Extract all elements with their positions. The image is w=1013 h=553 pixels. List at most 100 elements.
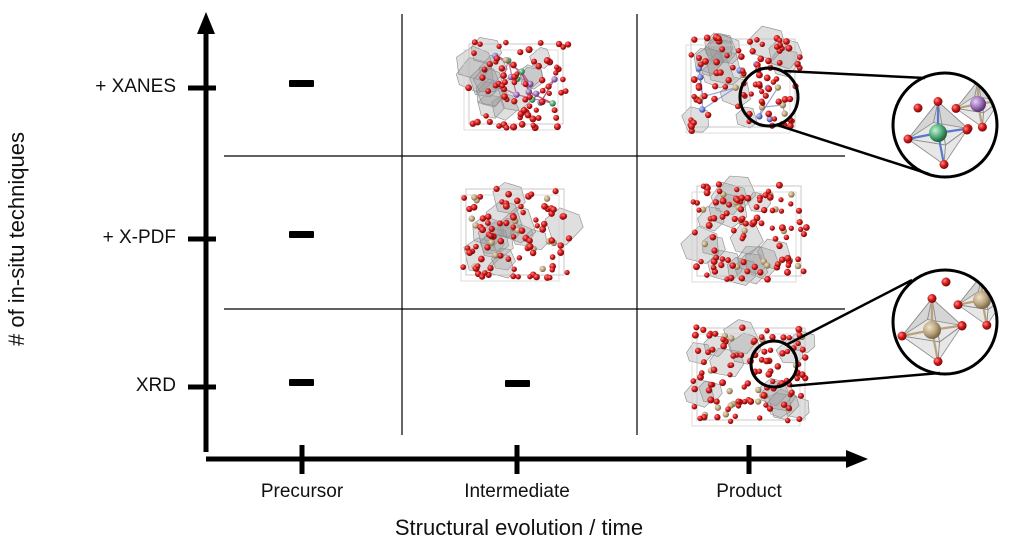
oxygen-atom xyxy=(485,220,491,226)
oxygen-atom xyxy=(514,71,519,76)
oxygen-atom xyxy=(701,359,707,365)
oxygen-atom xyxy=(693,263,700,270)
oxygen-atom xyxy=(757,198,762,203)
oxygen-atom xyxy=(740,259,746,265)
oxygen-atom xyxy=(484,244,490,250)
oxygen-atom xyxy=(540,88,546,94)
oxygen-atom xyxy=(525,112,532,119)
oxygen-atom xyxy=(713,59,720,66)
oxygen-atom xyxy=(725,257,731,263)
oxygen-atom xyxy=(519,121,526,128)
oxygen-atom xyxy=(520,210,525,215)
oxygen-atom xyxy=(496,44,501,49)
oxygen-atom xyxy=(722,84,728,90)
oxygen-atom xyxy=(765,58,772,65)
oxygen-atom xyxy=(770,208,776,214)
oxygen-atom xyxy=(934,357,943,366)
oxygen-atom xyxy=(475,263,480,268)
x-axis-arrowhead xyxy=(846,450,868,468)
oxygen-atom xyxy=(696,84,703,91)
oxygen-atom xyxy=(785,349,790,354)
oxygen-atom xyxy=(787,96,793,102)
oxygen-atom xyxy=(770,379,775,384)
oxygen-atom xyxy=(738,206,744,212)
oxygen-atom xyxy=(754,204,760,210)
oxygen-atom xyxy=(511,98,517,104)
oxygen-atom xyxy=(538,40,544,46)
oxygen-atom xyxy=(710,234,717,241)
oxygen-atom xyxy=(534,107,539,112)
metal-atom xyxy=(488,239,494,245)
oxygen-atom xyxy=(510,124,517,131)
metal-atom xyxy=(788,191,794,197)
metal-atom xyxy=(775,84,781,90)
oxygen-atom xyxy=(982,321,991,330)
oxygen-atom xyxy=(796,416,802,422)
oxygen-atom xyxy=(510,214,517,221)
oxygen-atom xyxy=(485,88,491,94)
oxygen-atom xyxy=(550,267,555,272)
oxygen-atom xyxy=(692,332,699,339)
oxygen-atom xyxy=(1002,292,1011,301)
oxygen-atom xyxy=(725,406,731,412)
oxygen-atom xyxy=(533,217,538,222)
column-label-product: Product xyxy=(669,481,829,503)
oxygen-atom xyxy=(763,93,769,99)
oxygen-atom xyxy=(760,42,765,47)
oxygen-atom xyxy=(784,255,791,262)
oxygen-atom xyxy=(747,398,754,405)
oxygen-atom xyxy=(479,274,485,280)
oxygen-atom xyxy=(704,189,711,196)
metal-atom xyxy=(539,266,545,272)
oxygen-atom xyxy=(493,186,499,192)
oxygen-atom xyxy=(726,202,732,208)
crystal-structure-xanes-intermediate xyxy=(456,37,571,131)
oxygen-atom xyxy=(757,269,763,275)
oxygen-atom xyxy=(787,335,792,340)
oxygen-atom xyxy=(564,270,569,275)
metal-atom xyxy=(764,262,770,268)
oxygen-atom xyxy=(711,265,716,270)
oxygen-atom xyxy=(712,83,718,89)
metal-atom xyxy=(471,194,477,200)
oxygen-atom xyxy=(800,347,806,353)
oxygen-atom xyxy=(757,415,762,420)
zoom-connector-bot-2 xyxy=(790,373,940,386)
oxygen-atom xyxy=(704,272,710,278)
oxygen-atom xyxy=(697,416,703,422)
metal-atom xyxy=(715,404,721,410)
oxygen-atom xyxy=(731,228,737,234)
oxygen-atom xyxy=(720,343,727,350)
oxygen-atom xyxy=(552,107,558,113)
oxygen-atom xyxy=(549,238,555,244)
metal-atom xyxy=(929,124,947,142)
oxygen-atom xyxy=(691,199,696,204)
oxygen-atom xyxy=(785,45,792,52)
y-axis-title: # of in-situ techniques xyxy=(4,109,30,369)
oxygen-atom xyxy=(706,387,712,393)
oxygen-atom xyxy=(776,182,783,189)
metal-atom xyxy=(544,195,550,201)
oxygen-atom xyxy=(767,405,773,411)
oxygen-atom xyxy=(473,244,479,250)
oxygen-atom xyxy=(752,264,758,270)
oxygen-atom xyxy=(728,419,733,424)
metal-atom xyxy=(525,89,531,95)
oxygen-atom xyxy=(465,84,472,91)
oxygen-atom xyxy=(477,194,483,200)
oxygen-atom xyxy=(747,39,753,45)
metal-atom xyxy=(702,241,708,247)
oxygen-atom xyxy=(713,255,719,261)
oxygen-atom xyxy=(487,61,493,67)
oxygen-atom xyxy=(773,236,779,242)
oxygen-atom xyxy=(550,206,557,213)
oxygen-atom xyxy=(797,219,803,225)
oxygen-atom xyxy=(730,353,736,359)
oxygen-atom xyxy=(759,220,765,226)
oxygen-atom xyxy=(777,60,783,66)
metal-atom xyxy=(923,321,941,339)
oxygen-atom xyxy=(539,98,546,105)
metal-atom xyxy=(699,106,705,112)
y-axis-arrowhead xyxy=(197,12,215,34)
metal-atom xyxy=(795,263,801,269)
